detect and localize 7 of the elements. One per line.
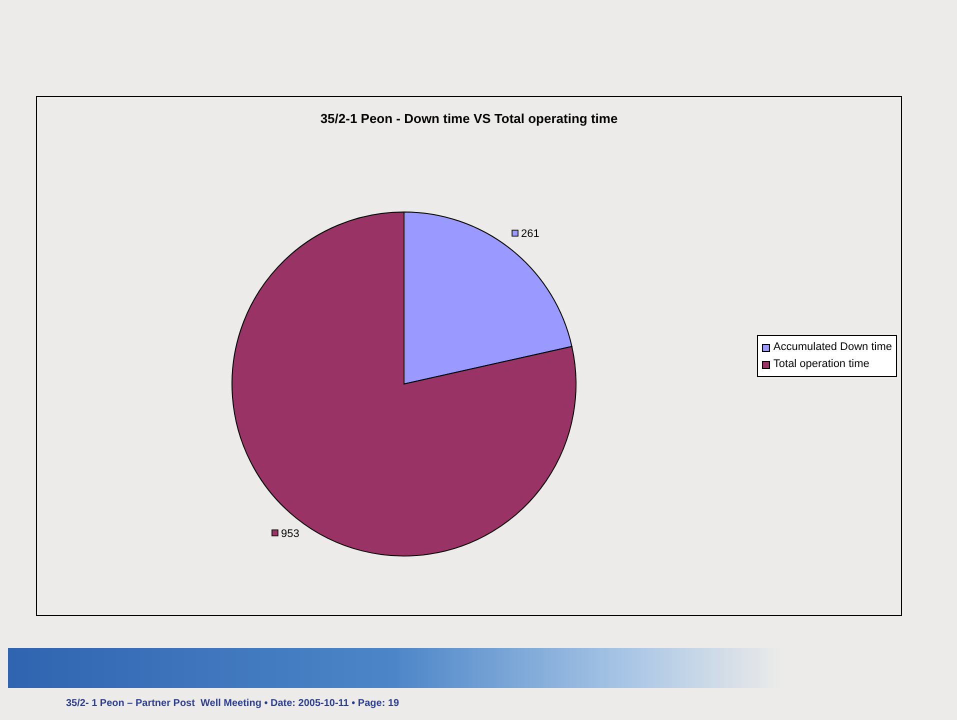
data-label: 261 bbox=[521, 228, 540, 240]
text: 35/2- 1 Peon – Partner Post Well Meeting • Date: 2005-10-11 • Page: 19 bbox=[66, 698, 400, 709]
legend-label: Accumulated Down time bbox=[773, 340, 892, 355]
data-label: 953 bbox=[280, 528, 300, 540]
legend-label: Total operation time bbox=[773, 357, 870, 372]
chart-title: 35/2-1 Peon - Down time VS Total operating time bbox=[319, 111, 619, 126]
pie-slice bbox=[232, 212, 576, 556]
